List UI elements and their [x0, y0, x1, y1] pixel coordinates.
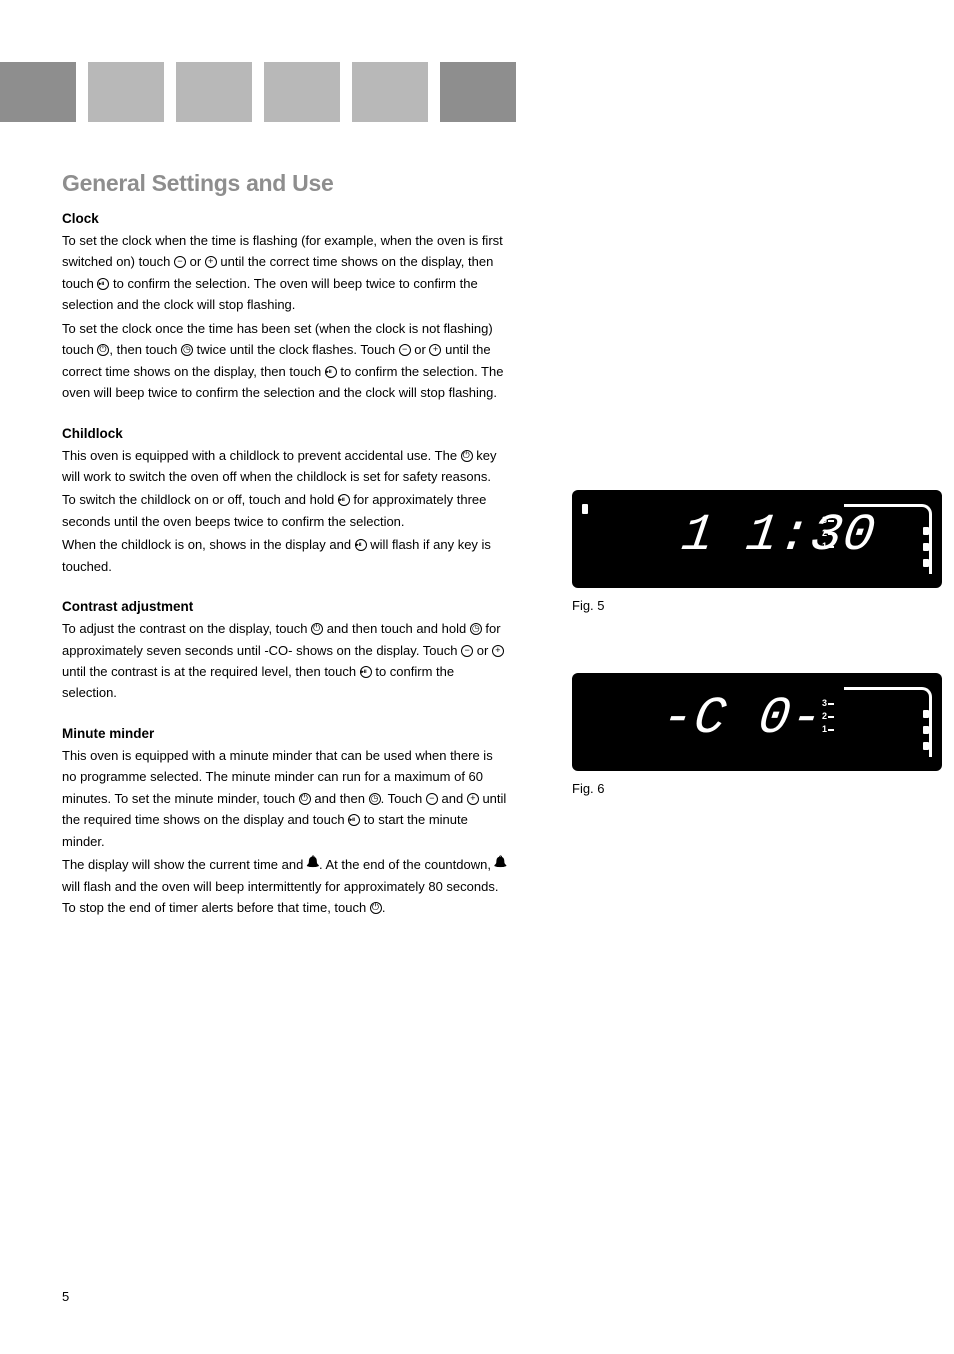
- confirm-icon: [338, 494, 350, 506]
- level-label: 2: [822, 710, 827, 723]
- clock-icon: [181, 344, 193, 356]
- header-tabs: [0, 62, 580, 122]
- main-text-column: General Settings and Use Clock To set th…: [62, 170, 508, 940]
- page-number: 5: [62, 1289, 69, 1304]
- clock-icon: [470, 623, 482, 635]
- text-run: , then touch: [109, 342, 181, 357]
- minus-icon: [426, 793, 438, 805]
- text-run: . At the end of the countdown,: [319, 857, 495, 872]
- section-heading: Childlock: [62, 426, 508, 441]
- oven-display: 1 1:30 3 2 1: [572, 490, 942, 588]
- level-label: 3: [822, 514, 827, 527]
- section-heading: Clock: [62, 211, 508, 226]
- header-tab: [352, 62, 428, 122]
- text-run: .: [382, 900, 386, 915]
- text-run: The display will show the current time a…: [62, 857, 307, 872]
- header-tab: [88, 62, 164, 122]
- body-text: To adjust the contrast on the display, t…: [62, 618, 508, 704]
- body-text: When the childlock is on, shows in the d…: [62, 534, 508, 577]
- confirm-icon: [325, 366, 337, 378]
- page-title: General Settings and Use: [62, 170, 508, 197]
- display-readout: -C 0-: [658, 689, 827, 748]
- body-text: This oven is equipped with a childlock t…: [62, 445, 508, 488]
- text-run: To switch the childlock on or off, touch…: [62, 492, 338, 507]
- minus-icon: [461, 645, 473, 657]
- body-text: To switch the childlock on or off, touch…: [62, 489, 508, 532]
- rack-diagram: 3 2 1: [822, 500, 932, 578]
- clock-icon: [369, 793, 381, 805]
- level-label: 1: [822, 540, 827, 553]
- section-minute-minder: Minute minder This oven is equipped with…: [62, 726, 508, 919]
- oven-display: -C 0- 3 2 1: [572, 673, 942, 771]
- header-tab: [0, 62, 76, 122]
- minus-icon: [174, 256, 186, 268]
- text-run: twice until the clock flashes. Touch: [193, 342, 399, 357]
- plus-icon: [467, 793, 479, 805]
- text-run: and then: [311, 791, 369, 806]
- text-run: When the childlock is on, shows in the d…: [62, 537, 355, 552]
- section-clock: Clock To set the clock when the time is …: [62, 211, 508, 404]
- power-icon: [97, 344, 109, 356]
- header-tab: [440, 62, 516, 122]
- indicator-dot: [582, 504, 588, 514]
- minus-icon: [399, 344, 411, 356]
- text-run: or: [411, 342, 430, 357]
- figure-caption: Fig. 5: [572, 598, 952, 613]
- power-icon: [370, 902, 382, 914]
- confirm-icon: [97, 278, 109, 290]
- plus-icon: [429, 344, 441, 356]
- figure-5: 1 1:30 3 2 1 Fig. 5: [572, 490, 952, 613]
- text-run: and then touch and hold: [323, 621, 470, 636]
- confirm-icon: [348, 814, 360, 826]
- text-run: or: [186, 254, 205, 269]
- body-text: To set the clock once the time has been …: [62, 318, 508, 404]
- text-run: and: [438, 791, 467, 806]
- level-label: 1: [822, 723, 827, 736]
- bell-icon: [495, 859, 507, 871]
- header-tab: [176, 62, 252, 122]
- plus-icon: [205, 256, 217, 268]
- text-run: until the contrast is at the required le…: [62, 664, 360, 679]
- text-run: will flash and the oven will beep interm…: [62, 879, 498, 915]
- text-run: or: [473, 643, 492, 658]
- figure-6: -C 0- 3 2 1 Fig. 6: [572, 673, 952, 796]
- body-text: This oven is equipped with a minute mind…: [62, 745, 508, 852]
- power-icon: [311, 623, 323, 635]
- power-icon: [461, 450, 473, 462]
- figures-column: 1 1:30 3 2 1 Fig. 5: [572, 490, 952, 834]
- plus-icon: [492, 645, 504, 657]
- section-heading: Minute minder: [62, 726, 508, 741]
- level-label: 2: [822, 527, 827, 540]
- figure-caption: Fig. 6: [572, 781, 952, 796]
- rack-diagram: 3 2 1: [822, 683, 932, 761]
- confirm-icon: [360, 666, 372, 678]
- section-childlock: Childlock This oven is equipped with a c…: [62, 426, 508, 578]
- power-icon: [299, 793, 311, 805]
- text-run: . Touch: [381, 791, 426, 806]
- section-contrast: Contrast adjustment To adjust the contra…: [62, 599, 508, 704]
- text-run: This oven is equipped with a childlock t…: [62, 448, 461, 463]
- level-label: 3: [822, 697, 827, 710]
- text-run: To adjust the contrast on the display, t…: [62, 621, 311, 636]
- section-heading: Contrast adjustment: [62, 599, 508, 614]
- confirm-icon: [355, 539, 367, 551]
- body-text: The display will show the current time a…: [62, 854, 508, 918]
- header-tab: [264, 62, 340, 122]
- bell-icon: [307, 859, 319, 871]
- body-text: To set the clock when the time is flashi…: [62, 230, 508, 316]
- text-run: to confirm the selection. The oven will …: [62, 276, 478, 312]
